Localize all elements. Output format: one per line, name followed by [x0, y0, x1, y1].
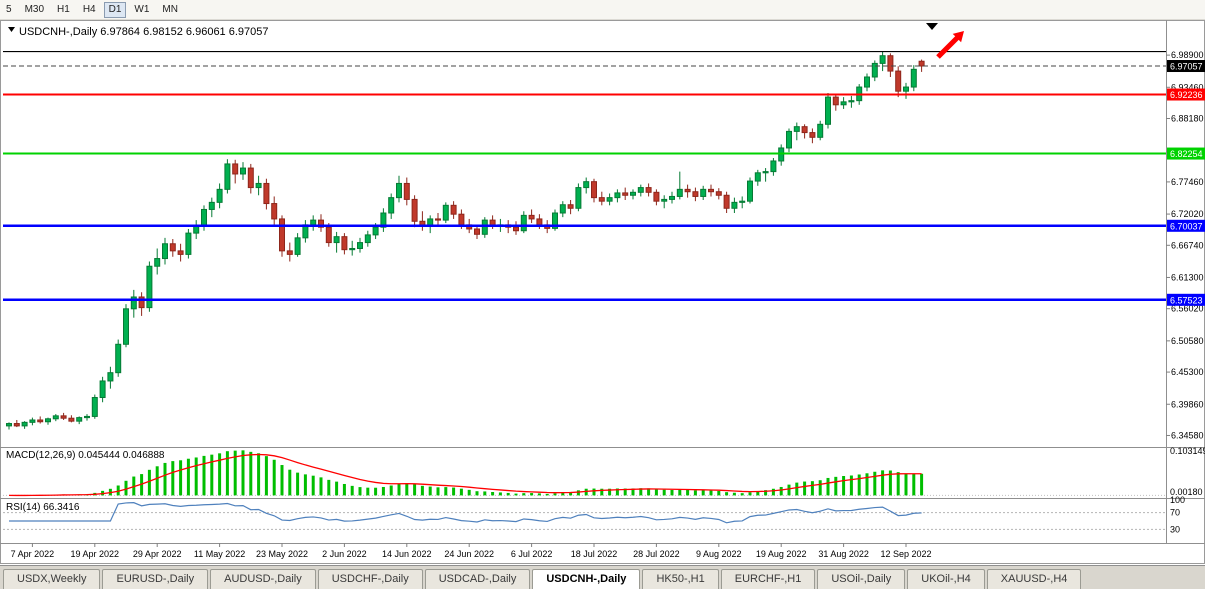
svg-text:6.72020: 6.72020 [1171, 209, 1204, 219]
svg-text:7 Apr 2022: 7 Apr 2022 [11, 549, 55, 559]
svg-text:19 Aug 2022: 19 Aug 2022 [756, 549, 807, 559]
svg-text:6.92236: 6.92236 [1170, 90, 1203, 100]
svg-text:28 Jul 2022: 28 Jul 2022 [633, 549, 680, 559]
svg-text:11 May 2022: 11 May 2022 [194, 549, 245, 559]
svg-text:12 Sep 2022: 12 Sep 2022 [880, 549, 931, 559]
price-axis[interactable]: 6.98900 6.93460 6.88180 6.77460 6.72020 6.667… [1166, 50, 1205, 440]
timeframe-h1[interactable]: H1 [57, 3, 70, 15]
macd-indicator: MACD(12,26,9) 0.045444 0.046888 0.103149 0… [3, 446, 1205, 497]
svg-text:6.97057: 6.97057 [1170, 62, 1203, 72]
timeframe-d1[interactable]: D1 [103, 1, 127, 18]
symbol-dropdown-icon[interactable] [8, 27, 15, 32]
svg-text:2 Jun 2022: 2 Jun 2022 [322, 549, 367, 559]
tab-usoil-daily[interactable]: USOil-,Daily [817, 569, 906, 589]
time-axis[interactable]: 7 Apr 2022 19 Apr 2022 29 Apr 2022 11 May 2… [11, 543, 932, 559]
svg-text:6.45300: 6.45300 [1171, 367, 1204, 377]
svg-text:18 Jul 2022: 18 Jul 2022 [571, 549, 618, 559]
svg-text:6.70037: 6.70037 [1170, 221, 1203, 231]
macd-label: MACD(12,26,9) 0.045444 0.046888 [6, 450, 165, 461]
svg-text:6 Jul 2022: 6 Jul 2022 [511, 549, 553, 559]
svg-text:19 Apr 2022: 19 Apr 2022 [71, 549, 120, 559]
tab-usdchf-daily[interactable]: USDCHF-,Daily [317, 569, 423, 589]
down-triangle-marker-icon[interactable] [926, 23, 938, 30]
up-arrow-annotation-icon[interactable] [936, 31, 964, 59]
svg-text:6.61300: 6.61300 [1171, 272, 1204, 282]
timeframe-mn[interactable]: MN [162, 3, 178, 15]
svg-text:6.66740: 6.66740 [1171, 240, 1204, 250]
horizontal-level-lines[interactable] [3, 50, 1166, 302]
chart-tabs-bar: USDX,Weekly EURUSD-,Daily AUDUSD-,Daily USD… [0, 565, 1205, 589]
rsi-label: RSI(14) 66.3416 [6, 502, 80, 513]
chart-canvas[interactable]: USDCNH-,Daily 6.97864 6.98152 6.96061 6.… [0, 20, 1205, 565]
svg-text:6.39860: 6.39860 [1171, 399, 1204, 409]
chart-title: USDCNH-,Daily 6.97864 6.98152 6.96061 6.… [19, 26, 269, 38]
tab-eurchf-h1[interactable]: EURCHF-,H1 [720, 569, 816, 589]
svg-text:0.00180: 0.00180 [1170, 487, 1203, 497]
svg-text:0.103149: 0.103149 [1170, 446, 1205, 456]
timeframe-m30[interactable]: M30 [24, 3, 45, 15]
timeframe-button-group: 5 M30 H1 H4 D1 W1 MN [1, 1, 186, 18]
svg-text:23 May 2022: 23 May 2022 [256, 549, 308, 559]
svg-text:70: 70 [1170, 508, 1180, 518]
tab-ukoil-h4[interactable]: UKOil-,H4 [907, 569, 985, 589]
svg-text:9 Aug 2022: 9 Aug 2022 [696, 549, 742, 559]
svg-text:6.57523: 6.57523 [1170, 295, 1203, 305]
svg-text:29 Apr 2022: 29 Apr 2022 [133, 549, 182, 559]
svg-text:6.88180: 6.88180 [1171, 114, 1204, 124]
tab-xauusd-h4[interactable]: XAUUSD-,H4 [986, 569, 1082, 589]
rsi-indicator: RSI(14) 66.3416 100 70 30 [3, 495, 1185, 534]
svg-text:30: 30 [1170, 524, 1180, 534]
tab-eurusd-daily[interactable]: EURUSD-,Daily [102, 569, 209, 589]
svg-text:6.82254: 6.82254 [1170, 149, 1203, 159]
timeframe-w1[interactable]: W1 [134, 3, 150, 15]
timeframe-toolbar: 5 M30 H1 H4 D1 W1 MN [0, 0, 1205, 20]
tab-usdcad-daily[interactable]: USDCAD-,Daily [424, 569, 531, 589]
svg-text:6.50580: 6.50580 [1171, 336, 1204, 346]
pane-separators[interactable] [0, 20, 1205, 544]
svg-text:100: 100 [1170, 495, 1185, 505]
svg-text:6.98900: 6.98900 [1171, 50, 1204, 60]
timeframe-h4[interactable]: H4 [82, 3, 96, 15]
svg-text:24 Jun 2022: 24 Jun 2022 [444, 549, 494, 559]
timeframe-5[interactable]: 5 [6, 3, 12, 15]
tab-usdx-weekly[interactable]: USDX,Weekly [3, 569, 101, 589]
tab-usdcnh-daily[interactable]: USDCNH-,Daily [532, 569, 641, 589]
svg-text:6.56020: 6.56020 [1171, 304, 1204, 314]
svg-text:14 Jun 2022: 14 Jun 2022 [382, 549, 432, 559]
svg-text:31 Aug 2022: 31 Aug 2022 [818, 549, 869, 559]
tab-audusd-daily[interactable]: AUDUSD-,Daily [210, 569, 316, 589]
svg-text:6.93460: 6.93460 [1171, 82, 1204, 92]
tab-hk50-h1[interactable]: HK50-,H1 [642, 569, 719, 589]
svg-text:6.34580: 6.34580 [1171, 430, 1204, 440]
svg-text:6.77460: 6.77460 [1171, 177, 1204, 187]
